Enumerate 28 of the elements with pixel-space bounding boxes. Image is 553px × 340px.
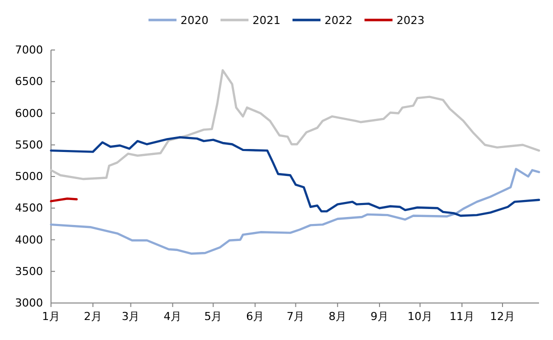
line-series <box>50 69 540 180</box>
x-tick-label: 2月 <box>84 310 102 323</box>
y-tick-label: 3500 <box>15 264 43 278</box>
y-tick-label: 7000 <box>15 44 43 56</box>
y-tick-label: 4000 <box>15 233 43 246</box>
y-tick-label: 5000 <box>15 170 43 183</box>
legend-label: 2020 <box>180 14 208 27</box>
line-series <box>50 136 540 217</box>
x-tick-label: 8月 <box>328 310 347 323</box>
x-tick-label: 4月 <box>164 310 182 323</box>
line-series <box>50 168 540 255</box>
x-tick-label: 10月 <box>408 310 433 323</box>
legend-label: 2023 <box>396 14 424 27</box>
y-tick-label: 6500 <box>15 75 43 88</box>
y-tick-label: 4500 <box>15 202 43 215</box>
x-tick-label: 3月 <box>122 310 140 323</box>
x-tick-label: 7月 <box>286 310 305 323</box>
legend-label: 2021 <box>252 14 280 27</box>
y-tick-label: 5500 <box>15 138 43 152</box>
y-tick-label: 6000 <box>15 106 43 120</box>
x-tick-label: 6月 <box>246 310 264 323</box>
y-tick-label: 3000 <box>15 296 43 310</box>
legend-label: 2022 <box>324 14 352 27</box>
x-tick-label: 11月 <box>449 310 474 323</box>
x-tick-label: 12月 <box>490 310 515 323</box>
x-tick-label: 9月 <box>370 310 388 323</box>
x-tick-label: 5月 <box>204 310 222 323</box>
x-tick-label: 1月 <box>42 310 60 323</box>
